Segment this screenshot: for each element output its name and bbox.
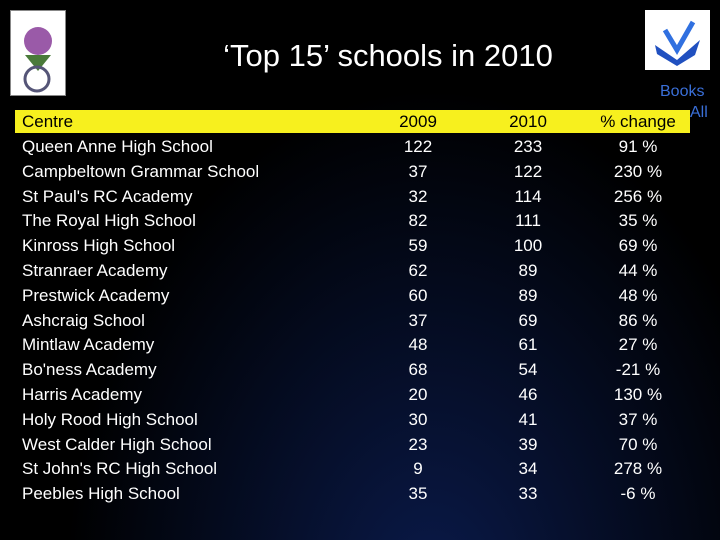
table-cell: 59 [408,236,428,256]
column-header: 2009 [399,112,437,131]
table-cell: 20 [408,385,428,404]
table-cell: Stranraer Academy [22,261,168,280]
table-cell: -21 % [615,360,661,380]
table-cell: Bo'ness Academy [22,360,157,380]
table-cell: 60 [408,285,428,305]
table-cell: 23 [408,434,428,454]
table-cell: 89 [518,261,538,280]
table-cell: 9 [413,459,423,479]
table-cell: -6 % [620,484,656,504]
table-cell: 89 [518,285,538,305]
table-cell: 41 [518,409,538,429]
table-cell: 27 % [618,335,658,355]
table-cell: 278 % [613,459,663,479]
table-cell: Kinross High School [22,236,176,256]
table-cell: 30 [408,409,428,429]
table-cell: 256 % [613,186,663,206]
table-cell: Mintlaw Academy [22,335,155,355]
table-cell: St Paul's RC Academy [22,186,193,206]
title: ‘Top 15’ schools in 2010 [223,38,553,73]
logo-text: All [690,104,708,121]
table-cell: 91 % [618,137,658,156]
column-header: % change [600,112,676,131]
table-cell: 35 % [618,211,658,231]
table-cell: 69 [518,310,538,330]
table-cell: 62 [408,261,428,280]
table-cell: 100 [513,236,543,256]
table-cell: 33 [518,484,538,504]
logo-text: Books [660,83,705,100]
table-cell: 48 % [618,285,658,305]
table-cell: St John's RC High School [22,459,218,479]
table-cell: 233 [513,137,543,156]
table-cell: Queen Anne High School [22,137,213,156]
table-cell: 130 % [613,385,663,404]
table-cell: 44 % [618,261,658,280]
table-cell: 111 [515,211,541,231]
table-cell: 114 [514,186,542,206]
table-cell: 46 [518,385,538,404]
table-cell: 37 [408,310,428,330]
table-cell: 61 [518,335,538,355]
table-cell: 86 % [618,310,658,330]
table-cell: 48 [408,335,428,355]
table-cell: 70 % [618,434,658,454]
table-cell: Ashcraig School [22,310,145,330]
table-cell: Campbeltown Grammar School [22,161,260,181]
table-cell: 34 [518,459,538,479]
table-cell: 35 [408,484,428,504]
table-cell: 122 [403,137,433,156]
table-cell: 69 % [618,236,658,256]
table-cell: Holy Rood High School [22,409,198,429]
table-cell: 39 [518,434,538,454]
header-bar [15,110,690,133]
table-cell: 54 [518,360,538,380]
table-cell: Harris Academy [22,385,142,404]
logo-right [645,10,710,70]
table-cell: 32 [408,186,428,206]
table-cell: 37 % [618,409,658,429]
table-cell: 37 [408,161,428,181]
table-cell: 68 [408,360,428,380]
logo-left [10,10,66,96]
column-header: 2010 [509,112,547,131]
table-cell: Peebles High School [22,484,180,504]
table-cell: 230 % [613,161,663,181]
table-cell: West Calder High School [22,434,212,454]
table-cell: 122 [513,161,543,181]
table-cell: The Royal High School [22,211,196,231]
table-cell: 82 [408,211,428,231]
table-cell: Prestwick Academy [22,285,170,305]
column-header: Centre [22,112,74,131]
